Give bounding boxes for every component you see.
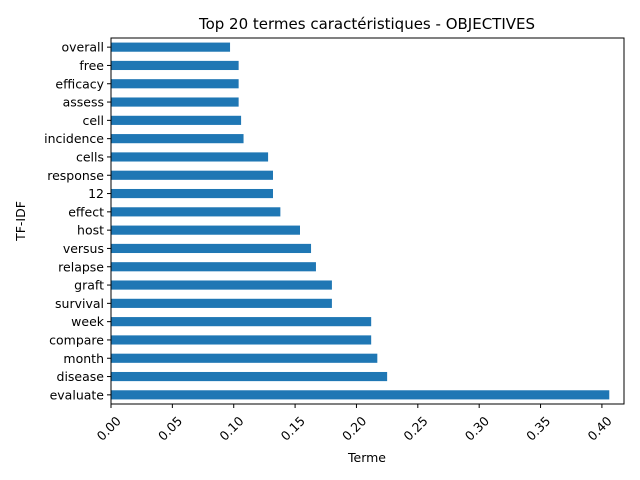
bar-disease [111, 371, 388, 382]
bar-overall [111, 42, 231, 52]
y-axis-label: TF-IDF [13, 201, 28, 242]
bar-host [111, 225, 300, 235]
bar-free [111, 60, 239, 71]
bar-compare [111, 335, 372, 345]
chart-title: Top 20 termes caractéristiques - OBJECTI… [198, 15, 535, 33]
bar-versus [111, 243, 312, 254]
bar-efficacy [111, 79, 239, 89]
y-tick-label: graft [74, 278, 104, 293]
bar-evaluate [111, 390, 610, 400]
y-tick-label: versus [63, 241, 104, 256]
y-tick-label: overall [62, 40, 104, 55]
y-axis-ticks: evaluate disease month compare week survival g… [44, 40, 111, 402]
y-tick-label: disease [57, 369, 105, 384]
y-tick-label: incidence [44, 131, 104, 146]
y-tick-label: assess [63, 95, 104, 110]
plot-frame [110, 37, 625, 405]
x-tick-label: 0.15 [278, 413, 308, 443]
bar-month [111, 353, 378, 363]
x-tick-label: 0.00 [94, 413, 124, 443]
x-tick-label: 0.40 [585, 413, 615, 443]
x-tick-label: 0.20 [339, 413, 369, 443]
x-axis-ticks: 0.00 0.05 0.10 0.15 0.20 0.25 0.30 0.35 0.40 [94, 404, 615, 444]
x-tick-label: 0.05 [155, 413, 185, 443]
bar-graft [111, 280, 332, 290]
y-tick-label: host [77, 223, 104, 238]
bar-assess [111, 97, 239, 107]
y-tick-label: free [79, 58, 104, 73]
bar-cells [111, 152, 269, 162]
x-tick-label: 0.10 [216, 413, 246, 443]
x-axis-label: Terme [347, 450, 386, 465]
y-tick-label: response [47, 168, 104, 183]
bar-12 [111, 188, 273, 199]
bar-relapse [111, 262, 316, 272]
y-tick-label: cell [82, 113, 104, 128]
x-tick-label: 0.30 [462, 413, 492, 443]
y-tick-label: survival [55, 296, 104, 311]
bar-week [111, 317, 372, 327]
bar-cell [111, 115, 242, 125]
x-tick-label: 0.25 [400, 413, 430, 443]
y-tick-label: evaluate [50, 387, 105, 402]
y-tick-label: compare [49, 332, 104, 347]
y-tick-label: effect [68, 204, 104, 219]
bar-survival [111, 298, 332, 308]
y-tick-label: efficacy [55, 76, 104, 91]
bars-group [111, 42, 610, 400]
x-tick-label: 0.35 [523, 413, 553, 443]
y-tick-label: week [71, 314, 105, 329]
y-tick-label: 12 [88, 186, 104, 201]
y-tick-label: month [63, 351, 104, 366]
bar-response [111, 170, 273, 180]
y-tick-label: cells [76, 149, 104, 164]
bar-effect [111, 207, 281, 217]
bar-incidence [111, 134, 244, 144]
y-tick-label: relapse [58, 259, 104, 274]
